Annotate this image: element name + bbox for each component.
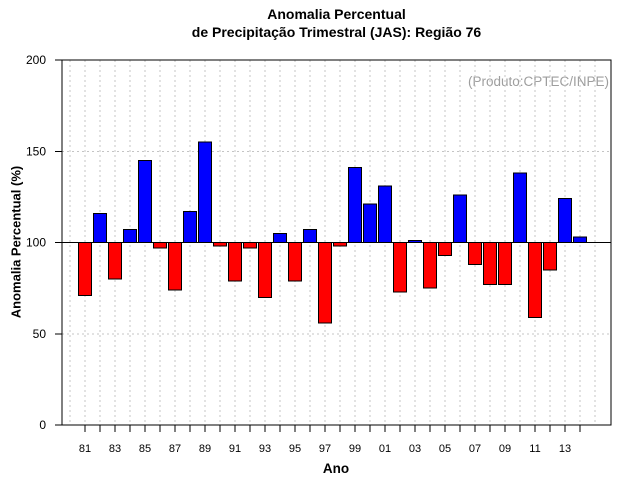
bar-13 <box>558 198 572 243</box>
bar-81 <box>78 242 92 296</box>
bar-05 <box>438 242 452 256</box>
bar-08 <box>483 242 497 285</box>
bar-96 <box>303 229 317 244</box>
bar-99 <box>348 167 362 243</box>
bar-91 <box>228 242 242 282</box>
x-tick-label: 01 <box>379 443 391 455</box>
x-tick-label: 95 <box>289 443 301 455</box>
bar-12 <box>543 242 557 271</box>
bar-82 <box>93 212 107 244</box>
bar-93 <box>258 242 272 298</box>
bar-94 <box>273 232 287 243</box>
x-tick-label: 99 <box>349 443 361 455</box>
y-tick-label: 150 <box>26 144 46 158</box>
y-tick-label: 0 <box>39 418 46 432</box>
chart-title-line1: Anomalia Percentual <box>267 6 406 22</box>
bar-90 <box>213 242 227 247</box>
x-tick-label: 03 <box>409 443 421 455</box>
y-tick-label: 200 <box>26 53 46 67</box>
x-tick-label: 91 <box>229 443 241 455</box>
bar-07 <box>468 242 482 265</box>
bar-11 <box>528 242 542 318</box>
bar-14 <box>573 236 587 243</box>
x-tick-label: 81 <box>79 443 91 455</box>
x-tick-label: 83 <box>109 443 121 455</box>
bar-83 <box>108 242 122 280</box>
x-tick-label: 97 <box>319 443 331 455</box>
x-tick-label: 11 <box>529 443 540 455</box>
x-tick-label: 05 <box>439 443 451 455</box>
bar-85 <box>138 159 152 243</box>
x-tick-label: 07 <box>469 443 481 455</box>
chart-title-line2: de Precipitação Trimestral (JAS): Região… <box>191 24 482 40</box>
y-tick-label: 50 <box>33 327 47 341</box>
x-tick-label: 89 <box>199 443 211 455</box>
bar-03 <box>408 240 422 244</box>
product-annotation: (Produto:CPTEC/INPE) <box>467 74 609 89</box>
bar-89 <box>198 141 212 243</box>
bar-98 <box>333 242 347 247</box>
bar-09 <box>498 242 512 285</box>
bar-86 <box>153 242 167 249</box>
bar-04 <box>423 242 437 289</box>
x-axis-label: Ano <box>322 461 350 476</box>
x-tick-label: 93 <box>259 443 271 455</box>
bar-02 <box>393 242 407 293</box>
bar-87 <box>168 242 182 291</box>
bar-88 <box>183 210 197 244</box>
bar-06 <box>453 194 467 244</box>
bar-10 <box>513 172 527 243</box>
x-tick-label: 87 <box>169 443 181 455</box>
chart-title: Anomalia Percentual de Precipitação Trim… <box>62 5 611 41</box>
x-tick-label: 09 <box>499 443 511 455</box>
bar-95 <box>288 242 302 282</box>
bar-84 <box>123 229 137 244</box>
y-tick-label: 100 <box>26 236 46 250</box>
x-tick-label: 85 <box>139 443 151 455</box>
bar-97 <box>318 242 332 324</box>
x-tick-label: 13 <box>559 443 571 455</box>
bar-00 <box>363 203 377 244</box>
bar-01 <box>378 185 392 244</box>
bar-92 <box>243 242 257 249</box>
